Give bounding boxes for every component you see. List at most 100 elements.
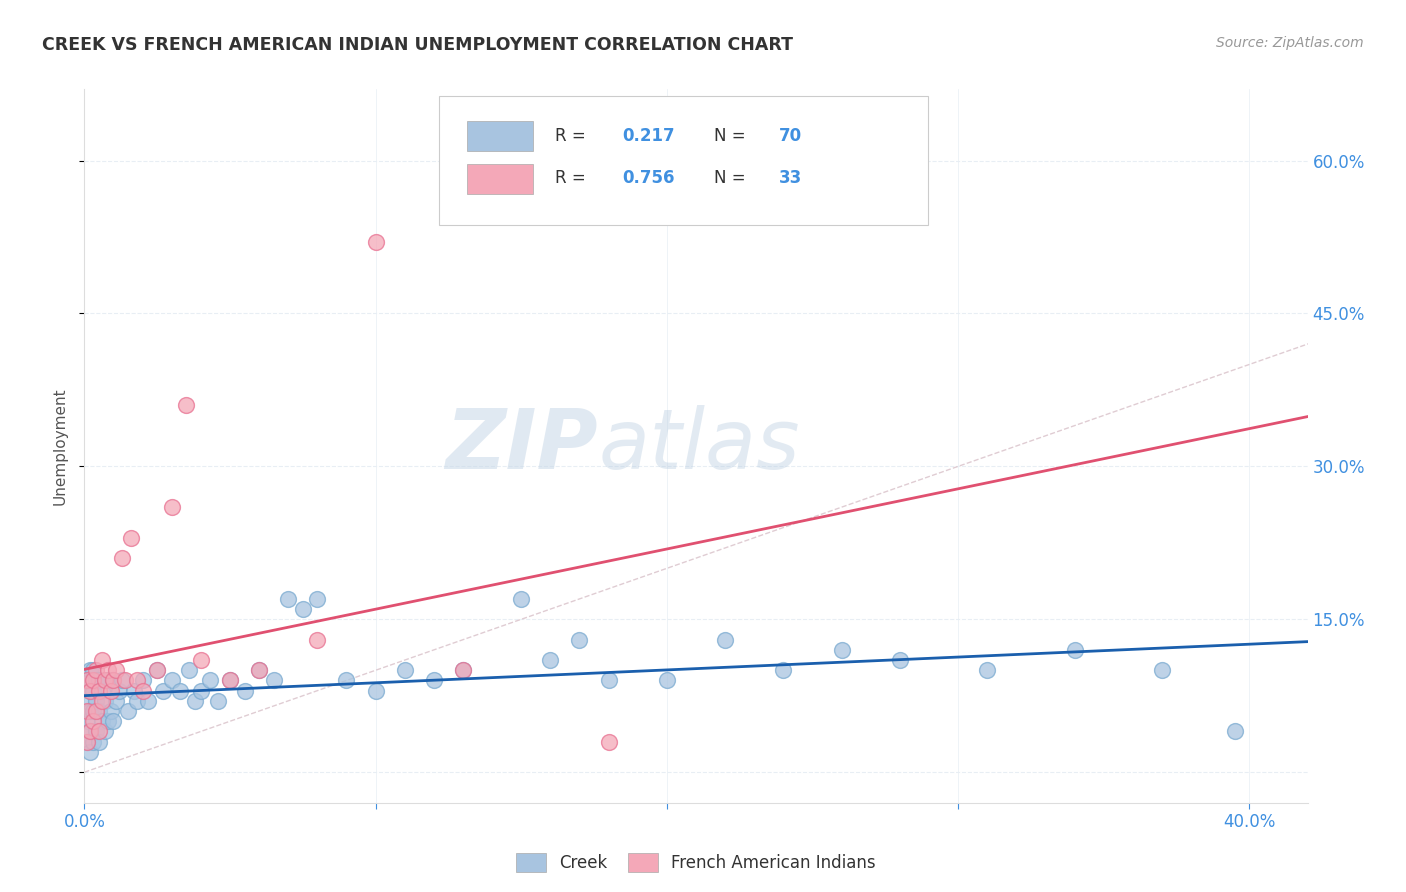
Point xyxy=(174,398,197,412)
Point xyxy=(82,683,104,698)
Point xyxy=(125,673,148,688)
Point xyxy=(79,683,101,698)
Point xyxy=(84,694,107,708)
Point xyxy=(93,694,115,708)
Point xyxy=(152,683,174,698)
FancyBboxPatch shape xyxy=(467,164,533,194)
Point xyxy=(714,632,737,647)
Text: 33: 33 xyxy=(779,169,803,187)
Point xyxy=(93,673,115,688)
Point xyxy=(105,663,128,677)
Point xyxy=(120,531,142,545)
Text: 70: 70 xyxy=(779,127,803,145)
Point xyxy=(76,673,98,688)
Point xyxy=(84,673,107,688)
Point xyxy=(138,694,160,708)
Text: CREEK VS FRENCH AMERICAN INDIAN UNEMPLOYMENT CORRELATION CHART: CREEK VS FRENCH AMERICAN INDIAN UNEMPLOY… xyxy=(42,36,793,54)
Point xyxy=(108,683,131,698)
Point xyxy=(1150,663,1173,677)
Point xyxy=(93,724,115,739)
Point xyxy=(79,724,101,739)
Point xyxy=(179,663,201,677)
Point xyxy=(598,734,620,748)
Point xyxy=(79,745,101,759)
Point xyxy=(394,663,416,677)
Point xyxy=(160,500,183,515)
Point xyxy=(114,673,136,688)
Point xyxy=(772,663,794,677)
Legend: Creek, French American Indians: Creek, French American Indians xyxy=(508,844,884,880)
Point xyxy=(131,683,153,698)
Point xyxy=(247,663,270,677)
Point xyxy=(111,673,134,688)
FancyBboxPatch shape xyxy=(467,121,533,152)
Point xyxy=(103,673,125,688)
Point xyxy=(87,724,110,739)
Point xyxy=(76,734,98,748)
Text: atlas: atlas xyxy=(598,406,800,486)
Point xyxy=(889,653,911,667)
Point xyxy=(76,734,98,748)
Point xyxy=(423,673,446,688)
Point xyxy=(100,683,122,698)
Point xyxy=(538,653,561,667)
Y-axis label: Unemployment: Unemployment xyxy=(52,387,67,505)
Point xyxy=(79,704,101,718)
Point xyxy=(831,643,853,657)
FancyBboxPatch shape xyxy=(439,96,928,225)
Point xyxy=(82,663,104,677)
Point xyxy=(169,683,191,698)
Point xyxy=(90,714,112,729)
Point xyxy=(76,673,98,688)
Point xyxy=(87,704,110,718)
Point xyxy=(146,663,169,677)
Point xyxy=(90,653,112,667)
Point xyxy=(131,673,153,688)
Point xyxy=(364,683,387,698)
Point xyxy=(76,694,98,708)
Point xyxy=(263,673,285,688)
Point xyxy=(307,591,329,606)
Text: R =: R = xyxy=(555,127,592,145)
Point xyxy=(510,591,533,606)
Point xyxy=(125,694,148,708)
Text: R =: R = xyxy=(555,169,592,187)
Point xyxy=(82,714,104,729)
Point xyxy=(87,683,110,698)
Point xyxy=(219,673,242,688)
Point xyxy=(291,602,314,616)
Text: 0.217: 0.217 xyxy=(623,127,675,145)
Point xyxy=(190,683,212,698)
Point xyxy=(117,704,139,718)
Text: N =: N = xyxy=(714,169,751,187)
Point xyxy=(90,683,112,698)
Point xyxy=(97,663,120,677)
Point xyxy=(84,724,107,739)
Point xyxy=(90,694,112,708)
Point xyxy=(105,694,128,708)
Point xyxy=(122,683,145,698)
Point xyxy=(87,673,110,688)
Point xyxy=(364,235,387,249)
Point xyxy=(76,714,98,729)
Point xyxy=(82,734,104,748)
Point xyxy=(335,673,357,688)
Text: N =: N = xyxy=(714,127,751,145)
Point xyxy=(277,591,299,606)
Text: Source: ZipAtlas.com: Source: ZipAtlas.com xyxy=(1216,36,1364,50)
Point xyxy=(97,673,120,688)
Point xyxy=(976,663,998,677)
Point xyxy=(568,632,591,647)
Point xyxy=(79,683,101,698)
Point xyxy=(84,704,107,718)
Point xyxy=(111,551,134,566)
Point xyxy=(1223,724,1246,739)
Point xyxy=(103,714,125,729)
Point xyxy=(84,663,107,677)
Point xyxy=(247,663,270,677)
Point xyxy=(82,673,104,688)
Point xyxy=(190,653,212,667)
Point xyxy=(103,673,125,688)
Point xyxy=(207,694,229,708)
Point xyxy=(451,663,474,677)
